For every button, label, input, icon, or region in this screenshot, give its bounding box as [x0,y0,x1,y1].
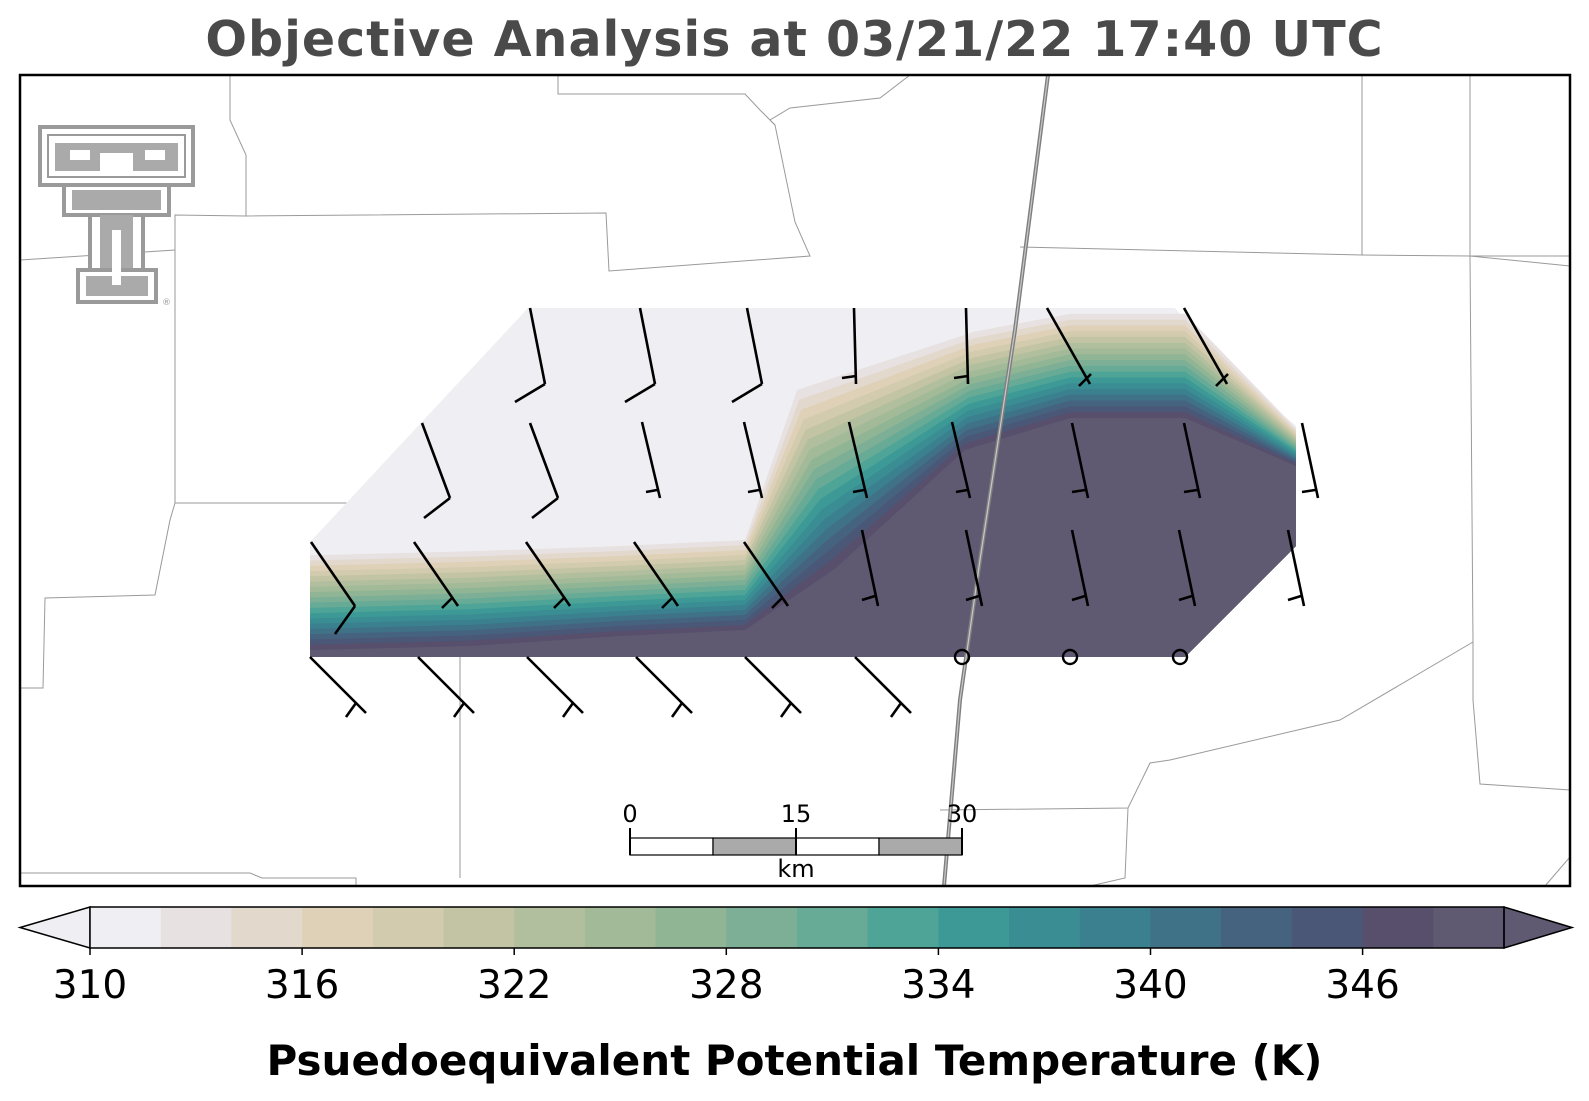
colorbar-extend-low [17,905,91,950]
wind-barb [847,421,869,499]
colorbar-tick-label: 310 [53,963,127,1008]
contour-band-hot [745,428,1296,657]
colorbar-label: Psuedoequivalent Potential Temperature (… [266,1036,1323,1085]
scale-unit: km [777,855,814,883]
colorbar-swatch [655,907,727,948]
boundary-line [20,872,357,886]
boundary-line [557,75,776,126]
colorbar-swatch [1150,907,1222,948]
wind-barb [1177,529,1197,607]
map-frame-border [18,73,1572,888]
wind-barb [412,541,460,609]
wind-barb [417,656,475,718]
wind-barb [635,656,693,718]
wind-barb [950,421,972,499]
wind-barb [528,422,560,520]
scale-bar: 0 15 30 km [622,800,977,883]
wind-barb [640,421,662,499]
wind-barb [1182,422,1202,499]
colorbar-tick-label: 322 [477,963,551,1008]
map-title: Objective Analysis at 03/21/22 17:40 UTC [205,11,1384,68]
colorbar-swatch [231,907,303,948]
boundary-line [1019,75,1471,257]
colorbar-swatch [938,907,1010,948]
colorbar-swatch [867,907,939,948]
colorbar-swatch [443,907,515,948]
wind-barb [526,656,584,718]
wind-barb [742,541,790,609]
wind-barb [1286,529,1306,607]
colorbar-swatch [372,907,444,948]
highway-line [942,75,1050,886]
colorbar-swatch [1009,907,1081,948]
colorbar-tick-label: 328 [689,963,763,1008]
colorbar-tick-label: 316 [265,963,339,1008]
colorbar: 310 316 322 328 334 340 346 [17,905,1575,1008]
wind-barbs [309,307,1320,718]
theta-e-filled-contours [310,308,1296,657]
colorbar-swatch [1362,907,1434,948]
colorbar-swatch [1221,907,1293,948]
scale-tick-30: 30 [947,800,978,828]
wind-barb [309,656,367,718]
colorbar-swatch [160,907,232,948]
wind-barb [1300,422,1320,499]
wind-barb [841,307,858,385]
colorbar-swatch [1433,907,1505,948]
colorbar-swatch [302,907,374,948]
wind-barb [624,307,657,404]
colorbar-swatch [1291,907,1364,948]
wind-barb [742,421,764,499]
wind-barb [953,307,970,385]
colorbar-swatch [90,907,162,948]
scale-tick-0: 0 [622,800,637,828]
wind-barb [420,422,452,520]
colorbar-tick-label: 346 [1325,963,1399,1008]
colorbar-swatch [584,907,657,948]
colorbar-swatch [514,907,586,948]
colorbar-outline [89,906,1505,949]
svg-text:®: ® [162,298,171,308]
colorbar-tick-label: 334 [901,963,975,1008]
wind-barb [854,656,912,718]
boundary-line [20,502,176,689]
boundary-line [1469,255,1570,791]
boundary-line [1544,856,1570,886]
wind-barb [1070,529,1090,607]
wind-barb [309,541,357,635]
wind-barb [744,656,802,718]
wind-barb [524,541,572,609]
wind-barb [514,307,547,404]
wind-barb [1045,307,1092,387]
scale-tick-15: 15 [781,800,812,828]
wind-barb-calm [1171,648,1189,666]
colorbar-swatch [797,907,869,948]
colorbar-extend-high [1503,905,1575,950]
texas-tech-logo: ® [38,125,195,308]
colorbar-tick-label: 340 [1113,963,1187,1008]
wind-barb [964,529,984,607]
wind-barb [1070,422,1090,499]
boundary-line [229,75,911,272]
wind-barb [731,307,764,404]
wind-barb-calm [953,648,971,666]
colorbar-swatch [726,907,798,948]
wind-barb [860,529,880,607]
wind-barb-calm [1061,648,1079,666]
wind-barb [1182,307,1229,387]
colorbar-swatch [1079,907,1151,948]
wind-barb [632,541,680,609]
boundary-line [939,641,1474,811]
boundary-line [1089,807,1129,886]
